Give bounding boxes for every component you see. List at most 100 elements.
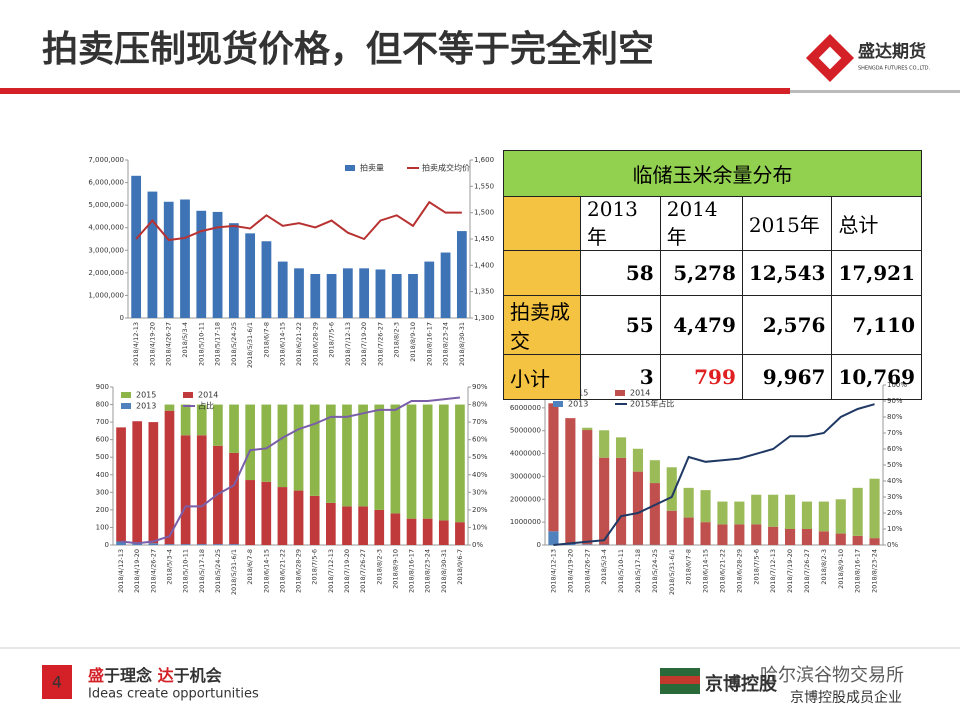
bar — [375, 269, 386, 318]
bar — [734, 501, 745, 525]
x-tick-label: 2018/4/19-20 — [566, 549, 574, 593]
cell: 5,278 — [659, 250, 743, 296]
bar — [148, 422, 159, 544]
y2ticks-label: 1,300 — [474, 314, 494, 322]
legend-label: 2014 — [198, 391, 218, 400]
cell: 3 — [580, 354, 661, 400]
x-tick-label: 2018/8/16-17 — [408, 549, 416, 593]
cell: 10,769 — [831, 354, 922, 400]
page-box — [42, 665, 72, 699]
cell: 58 — [580, 250, 661, 296]
x-tick-label: 2018/7/19-20 — [360, 322, 368, 366]
bar — [163, 201, 174, 318]
yticks-label: 5000000 — [510, 427, 541, 435]
bar — [582, 427, 593, 431]
x-tick-label: 2018/7/5-6 — [752, 549, 760, 585]
y2ticks-label: 40% — [887, 477, 903, 485]
bar — [180, 435, 191, 545]
col-header: 2013年 — [580, 196, 661, 251]
bar — [852, 535, 863, 545]
bar — [717, 501, 728, 525]
y2ticks-label: 90% — [887, 397, 903, 405]
bar — [309, 495, 320, 545]
bar — [196, 210, 207, 318]
y2ticks-label: 0% — [472, 541, 483, 549]
row-label: 小计 — [503, 354, 581, 400]
x-tick-label: 2018/4/12-13 — [117, 549, 125, 593]
bar — [852, 487, 863, 536]
bar — [261, 404, 272, 482]
bar — [835, 533, 846, 545]
bar — [147, 191, 158, 318]
yticks-label: 4000000 — [510, 450, 541, 458]
bar — [358, 404, 368, 507]
bar — [116, 541, 126, 545]
bar — [406, 518, 417, 545]
bar — [700, 490, 711, 523]
title-bar-grey — [790, 90, 960, 93]
legend-label: 2015 — [136, 391, 156, 400]
legend-swatch — [121, 392, 131, 398]
x-tick-label: 2018/5/31-6/1 — [230, 549, 238, 595]
x-tick-label: 2018/8/30-31 — [440, 549, 448, 593]
legend-swatch — [183, 392, 193, 398]
cell: 4,479 — [659, 295, 743, 355]
bar — [326, 502, 336, 545]
x-tick-label: 2018/5/17-18 — [214, 322, 222, 366]
bar — [649, 460, 660, 484]
y2ticks-label: 1,350 — [474, 288, 494, 296]
yticks-label: 300 — [96, 488, 109, 496]
bar — [261, 481, 272, 545]
legend-swatch — [553, 401, 563, 407]
x-tick-label: 2018/5/3-4 — [165, 549, 173, 585]
x-tick-label: 2018/4/12-13 — [132, 322, 140, 366]
x-tick-label: 2018/6/7-8 — [246, 549, 254, 585]
bar — [768, 526, 779, 545]
x-tick-label: 2018/6/14-15 — [262, 549, 270, 593]
yticks-label: 900 — [96, 383, 109, 391]
y2ticks-label: 1,400 — [474, 261, 494, 269]
y2ticks-label: 70% — [472, 418, 488, 426]
bar — [164, 544, 175, 545]
row-label: 拍卖成交 — [503, 295, 581, 355]
logo-sub: SHENGDA FUTURES CO.,LTD. — [858, 66, 931, 72]
bar — [277, 487, 288, 545]
x-tick-label: 2018/5/24-25 — [214, 549, 222, 593]
yticks-label: 6000000 — [510, 404, 541, 412]
x-tick-label: 2018/4/26-27 — [149, 549, 157, 593]
slide-title: 拍卖压制现货价格，但不等于完全利空 — [42, 28, 654, 70]
bar — [717, 524, 728, 545]
yticks-label: 2,000,000 — [88, 269, 124, 277]
bar — [180, 404, 191, 436]
bar — [582, 544, 593, 545]
table-title: 临储玉米余量分布 — [503, 150, 922, 197]
bar — [869, 478, 880, 539]
title-bar — [0, 88, 790, 94]
bar — [751, 524, 762, 545]
bar — [582, 430, 593, 545]
bar — [455, 404, 465, 523]
bar — [228, 223, 239, 318]
bar — [132, 421, 143, 543]
bar — [245, 404, 255, 481]
col-header: 2015年 — [741, 196, 833, 251]
bar — [422, 518, 433, 545]
bar — [293, 490, 304, 545]
x-tick-label: 2018/8/9-10 — [409, 322, 417, 362]
bar — [196, 435, 207, 545]
x-tick-label: 2018/6/28-29 — [735, 549, 743, 593]
yticks-label: 7,000,000 — [88, 156, 124, 164]
bar — [565, 543, 576, 545]
yticks-label: 400 — [96, 471, 109, 479]
row-label — [503, 250, 581, 296]
x-tick-label: 2018/4/19-20 — [148, 322, 156, 366]
bar — [309, 404, 320, 496]
x-tick-label: 2018/4/12-13 — [549, 549, 557, 593]
x-tick-label: 2018/6/7-8 — [262, 322, 270, 358]
yticks-label: 500 — [96, 453, 109, 461]
x-tick-label: 2018/4/26-27 — [165, 322, 173, 366]
brand-sub: 京博控股成员企业 — [790, 689, 902, 706]
line — [553, 403, 875, 546]
